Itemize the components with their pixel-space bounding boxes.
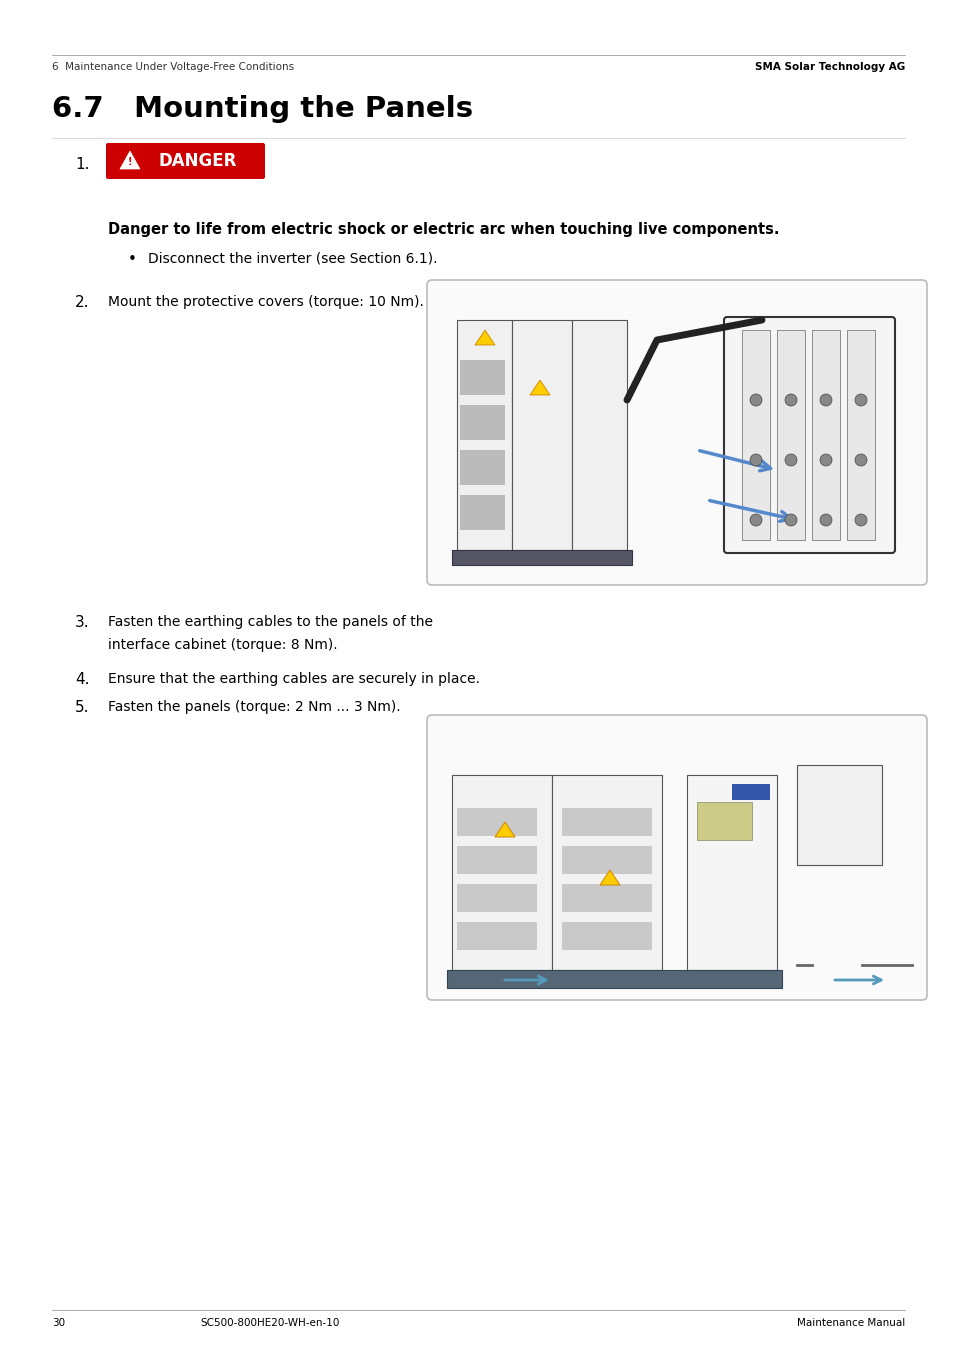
Bar — [552, 775, 661, 969]
Text: Ensure that the earthing cables are securely in place.: Ensure that the earthing cables are secu… — [108, 672, 479, 685]
Circle shape — [749, 454, 761, 466]
Bar — [459, 450, 504, 485]
Polygon shape — [475, 330, 495, 345]
Text: 1.: 1. — [75, 157, 90, 172]
Circle shape — [749, 393, 761, 406]
Text: 4.: 4. — [75, 672, 90, 687]
Circle shape — [854, 514, 866, 526]
Text: Danger to life from electric shock or electric arc when touching live components: Danger to life from electric shock or el… — [108, 222, 779, 237]
Text: interface cabinet (torque: 8 Nm).: interface cabinet (torque: 8 Nm). — [108, 638, 337, 652]
Text: Fasten the earthing cables to the panels of the: Fasten the earthing cables to the panels… — [108, 615, 433, 629]
Text: SMA Solar Technology AG: SMA Solar Technology AG — [754, 62, 904, 72]
Bar — [456, 922, 537, 950]
Circle shape — [820, 454, 831, 466]
Bar — [561, 846, 651, 873]
Bar — [459, 406, 504, 439]
Circle shape — [854, 393, 866, 406]
Text: Mount the protective covers (torque: 10 Nm).: Mount the protective covers (torque: 10 … — [108, 295, 423, 310]
Text: !: ! — [128, 157, 132, 168]
Bar — [561, 884, 651, 913]
Polygon shape — [495, 822, 515, 837]
Polygon shape — [599, 869, 619, 886]
Text: Disconnect the inverter (see Section 6.1).: Disconnect the inverter (see Section 6.1… — [148, 251, 437, 266]
Text: 3.: 3. — [75, 615, 90, 630]
Text: Maintenance Manual: Maintenance Manual — [796, 1318, 904, 1328]
Circle shape — [784, 514, 796, 526]
Text: SC500-800HE20-WH-en-10: SC500-800HE20-WH-en-10 — [200, 1318, 339, 1328]
Text: Fasten the panels (torque: 2 Nm ... 3 Nm).: Fasten the panels (torque: 2 Nm ... 3 Nm… — [108, 700, 400, 714]
Bar — [452, 775, 552, 969]
FancyBboxPatch shape — [723, 316, 894, 553]
Text: 2.: 2. — [75, 295, 90, 310]
Circle shape — [784, 393, 796, 406]
Text: 30: 30 — [52, 1318, 65, 1328]
Bar — [447, 969, 781, 988]
Circle shape — [820, 514, 831, 526]
Bar — [741, 330, 769, 539]
Bar — [686, 775, 776, 969]
Bar — [776, 330, 804, 539]
Bar — [459, 360, 504, 395]
Circle shape — [854, 454, 866, 466]
Bar — [811, 330, 840, 539]
Bar — [846, 330, 874, 539]
Bar — [796, 765, 882, 865]
Bar — [456, 320, 512, 550]
FancyBboxPatch shape — [427, 280, 926, 585]
Bar — [456, 846, 537, 873]
Circle shape — [749, 514, 761, 526]
Bar — [512, 320, 572, 550]
Text: •: • — [128, 251, 136, 266]
Bar — [572, 320, 626, 550]
Text: 5.: 5. — [75, 700, 90, 715]
Polygon shape — [530, 380, 550, 395]
FancyBboxPatch shape — [106, 143, 265, 178]
Circle shape — [820, 393, 831, 406]
FancyBboxPatch shape — [427, 715, 926, 1000]
Bar — [561, 808, 651, 836]
Polygon shape — [120, 151, 140, 169]
Bar — [561, 922, 651, 950]
Text: 6  Maintenance Under Voltage-Free Conditions: 6 Maintenance Under Voltage-Free Conditi… — [52, 62, 294, 72]
Bar — [456, 884, 537, 913]
Text: 6.7   Mounting the Panels: 6.7 Mounting the Panels — [52, 95, 473, 123]
Bar — [697, 802, 751, 840]
Bar — [456, 808, 537, 836]
Bar — [731, 784, 769, 800]
Circle shape — [784, 454, 796, 466]
Text: DANGER: DANGER — [158, 151, 237, 170]
Bar — [452, 550, 631, 565]
Bar — [459, 495, 504, 530]
